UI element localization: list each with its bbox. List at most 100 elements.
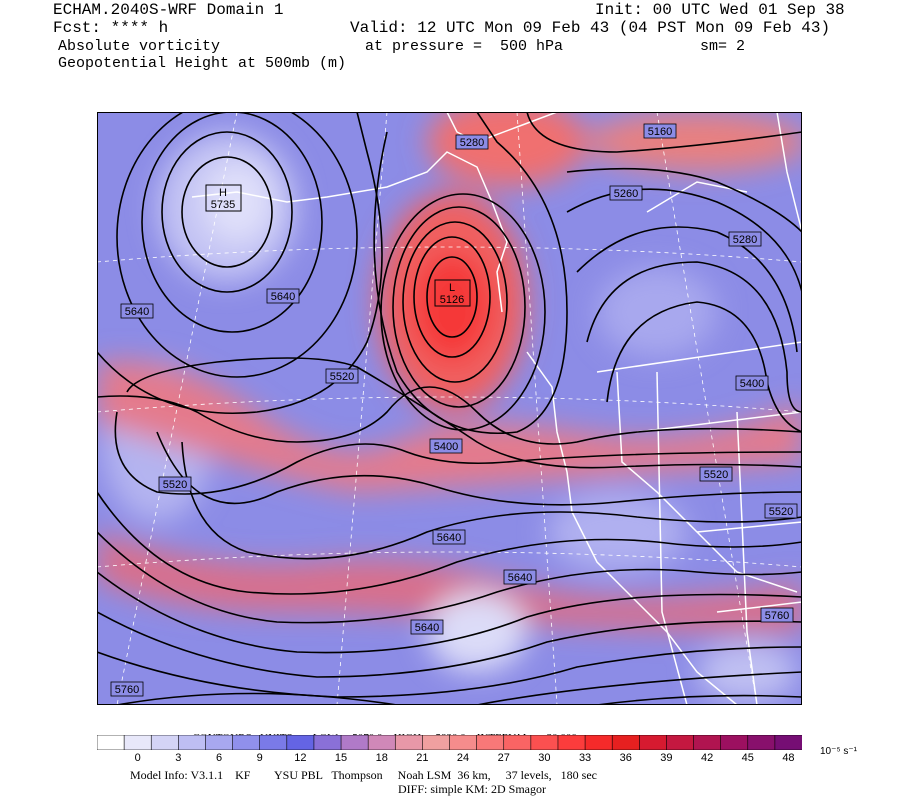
contour-label-box: [728, 231, 762, 247]
colorbar-tick-label: 9: [256, 752, 263, 764]
contour-label: 5260: [614, 188, 638, 200]
contour-label: 5400: [434, 441, 458, 453]
colorbar-swatch: [530, 735, 559, 750]
model-info: Model Info: V3.1.1 KF YSU PBL Thompson N…: [130, 768, 597, 782]
contour-label: 5280: [733, 234, 757, 246]
contour-label: 5520: [163, 479, 187, 491]
high-pressure-marker: H 5735: [205, 184, 242, 212]
colorbar-swatch: [557, 735, 586, 750]
colorbar-tick-label: 39: [660, 752, 673, 764]
contour-label: 5640: [271, 291, 295, 303]
colorbar-tick-label: 27: [497, 752, 510, 764]
colorbar-swatch: [286, 735, 315, 750]
contour-label: 5280: [460, 137, 484, 149]
contour-label: 5640: [415, 622, 439, 634]
forecast-hour: Fcst: **** h: [53, 19, 169, 37]
colorbar-swatch: [313, 735, 342, 750]
contour-label-box: [110, 681, 144, 697]
contour-label-box: [266, 288, 300, 304]
colorbar-tick-label: 33: [578, 752, 592, 764]
colorbar-swatch: [747, 735, 776, 750]
contour-label: 5160: [648, 126, 672, 138]
contour-label-box: [432, 529, 466, 545]
contour-label: 5760: [765, 610, 789, 622]
colorbar-swatch: [150, 735, 180, 750]
colorbar-unit: 10⁻⁵ s⁻¹: [820, 746, 857, 757]
low-pressure-marker: L 5126: [434, 279, 471, 307]
svg-text:H: H: [219, 187, 227, 199]
colorbar-swatch: [720, 735, 749, 750]
colorbar-tick-label: 45: [741, 752, 754, 764]
colorbar-tick-label: 0: [134, 752, 141, 764]
contour-label-box: [120, 303, 154, 319]
colorbar-swatch: [666, 735, 695, 750]
contour-label-box: [503, 569, 537, 585]
contour-label-box: [410, 619, 444, 635]
contour-label-box: [609, 185, 643, 201]
contour-label: 5520: [769, 506, 793, 518]
colorbar-swatch: [584, 735, 613, 750]
colorbar-swatch: [503, 735, 532, 750]
diffusion-info: DIFF: simple KM: 2D Smagor: [398, 782, 547, 796]
height-contours: [97, 112, 802, 705]
colorbar-swatch: [449, 735, 478, 750]
vorticity-colorbar: [97, 735, 802, 750]
colorbar-swatch: [178, 735, 207, 750]
contour-label-box: [735, 375, 769, 391]
contour-label: 5760: [115, 684, 139, 696]
contour-label-box: [760, 607, 794, 623]
colorbar-swatch: [422, 735, 451, 750]
contour-label: 5400: [740, 378, 764, 390]
colorbar-swatch: [639, 735, 668, 750]
pressure-level: at pressure = 500 hPa: [365, 38, 564, 55]
coastlines: [191, 112, 802, 705]
colorbar-tick-label: 30: [538, 752, 551, 764]
colorbar-tick-label: 36: [619, 752, 632, 764]
colorbar-tick-label: 15: [334, 752, 348, 764]
field-vorticity-label: Absolute vorticity: [58, 38, 221, 55]
contour-label-box: [699, 466, 733, 482]
colorbar-swatch: [476, 735, 505, 750]
contour-label-box: [158, 476, 192, 492]
contour-label: 5640: [437, 532, 461, 544]
colorbar-swatch: [205, 735, 234, 750]
init-time: Init: 00 UTC Wed 01 Sep 38: [595, 1, 845, 19]
model-title: ECHAM.2040S-WRF Domain 1: [53, 1, 284, 19]
map-border: [97, 112, 802, 705]
contour-label-box: [764, 503, 798, 519]
contour-label: 5520: [330, 371, 354, 383]
colorbar-swatch: [394, 735, 424, 750]
contour-label: 5520: [704, 469, 728, 481]
colorbar-swatch: [123, 735, 153, 750]
colorbar-tick-label: 42: [700, 752, 714, 764]
vorticity-height-map: H 5735 L 5126 5280 5160 5260 5280 5640 5640 55…: [97, 112, 802, 705]
contour-label-box: [325, 368, 359, 384]
colorbar-swatch: [340, 735, 369, 750]
contour-label-box: [429, 438, 463, 454]
colorbar-swatch: [693, 735, 722, 750]
colorbar-swatch: [259, 735, 288, 750]
colorbar-swatch: [97, 735, 125, 750]
svg-text:5735: 5735: [211, 199, 235, 211]
svg-text:5126: 5126: [440, 294, 464, 306]
colorbar-tick-label: 48: [782, 752, 795, 764]
valid-time: Valid: 12 UTC Mon 09 Feb 43 (04 PST Mon …: [350, 19, 831, 37]
field-height-label: Geopotential Height at 500mb (m): [58, 55, 347, 72]
contour-labels: 5280 5160 5260 5280 5640 5640 5520 5400 5400 5520…: [110, 123, 798, 697]
colorbar-swatch: [367, 735, 397, 750]
colorbar-tick-label: 18: [375, 752, 388, 764]
colorbar-tick-label: 21: [416, 752, 429, 764]
svg-text:L: L: [449, 282, 455, 294]
vorticity-features: [97, 112, 802, 702]
contour-label: 5640: [125, 306, 149, 318]
contour-label-box: [455, 134, 489, 150]
colorbar-tick-label: 6: [215, 752, 223, 764]
colorbar-tick-label: 3: [175, 752, 182, 764]
colorbar-tick-label: 12: [294, 752, 307, 764]
smoothing-label: sm= 2: [700, 38, 746, 55]
colorbar-swatch: [774, 735, 802, 750]
colorbar-swatch: [611, 735, 641, 750]
contour-label-box: [643, 123, 677, 139]
contour-label: 5640: [508, 572, 532, 584]
colorbar-tick-label: 24: [456, 752, 470, 764]
